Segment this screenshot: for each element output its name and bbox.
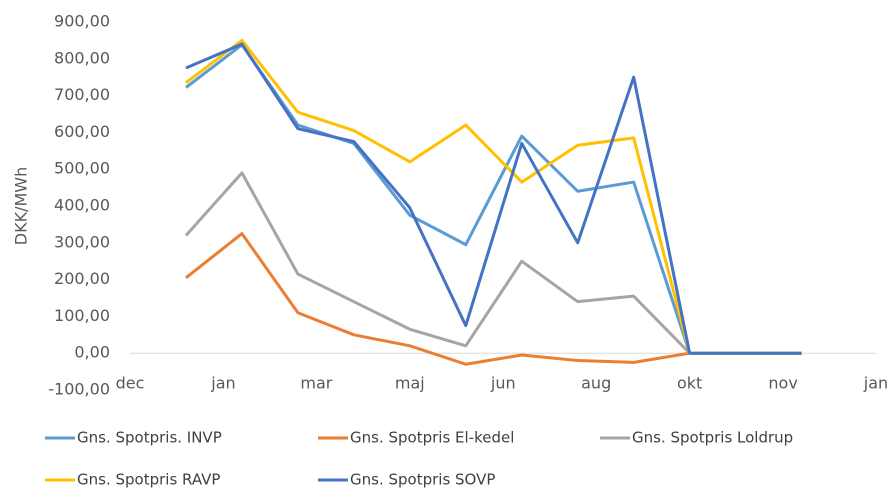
- y-tick-label: 900,00: [54, 12, 110, 31]
- series-line: [184, 171, 802, 355]
- series-line: [185, 42, 802, 355]
- x-tick-label: mar: [300, 374, 332, 393]
- series-line: [185, 38, 802, 355]
- y-tick-label: 300,00: [54, 232, 110, 251]
- x-tick-label: jun: [490, 374, 516, 393]
- x-tick-label: nov: [768, 374, 797, 393]
- legend: Gns. Spotpris. INVP Gns. Spotpris El-kede…: [45, 429, 793, 489]
- y-tick-label: 400,00: [54, 196, 110, 215]
- x-tick-label: dec: [116, 374, 145, 393]
- legend-label: Gns. Spotpris RAVP: [77, 471, 220, 489]
- legend-label: Gns. Spotpris SOVP: [350, 471, 495, 489]
- x-tick-label: maj: [395, 374, 425, 393]
- x-tick-label: jan: [210, 374, 235, 393]
- y-tick-label: -100,00: [48, 380, 110, 399]
- y-tick-label: 700,00: [54, 85, 110, 104]
- y-tick-label: 800,00: [54, 48, 110, 67]
- series-line: [185, 232, 802, 366]
- y-tick-label: 100,00: [54, 306, 110, 325]
- series-line: [185, 43, 802, 355]
- y-tick-label: 200,00: [54, 269, 110, 288]
- y-tick-label: 500,00: [54, 159, 110, 178]
- y-tick-label: 0,00: [74, 343, 110, 362]
- y-axis-label: DKK/MWh: [12, 167, 31, 245]
- x-tick-label: aug: [581, 374, 611, 393]
- legend-label: Gns. Spotpris. INVP: [77, 429, 222, 447]
- legend-label: Gns. Spotpris Loldrup: [632, 429, 793, 447]
- x-tick-label: okt: [677, 374, 702, 393]
- y-tick-label: 600,00: [54, 122, 110, 141]
- legend-label: Gns. Spotpris El-kedel: [350, 429, 514, 447]
- x-tick-label: jan: [863, 374, 888, 393]
